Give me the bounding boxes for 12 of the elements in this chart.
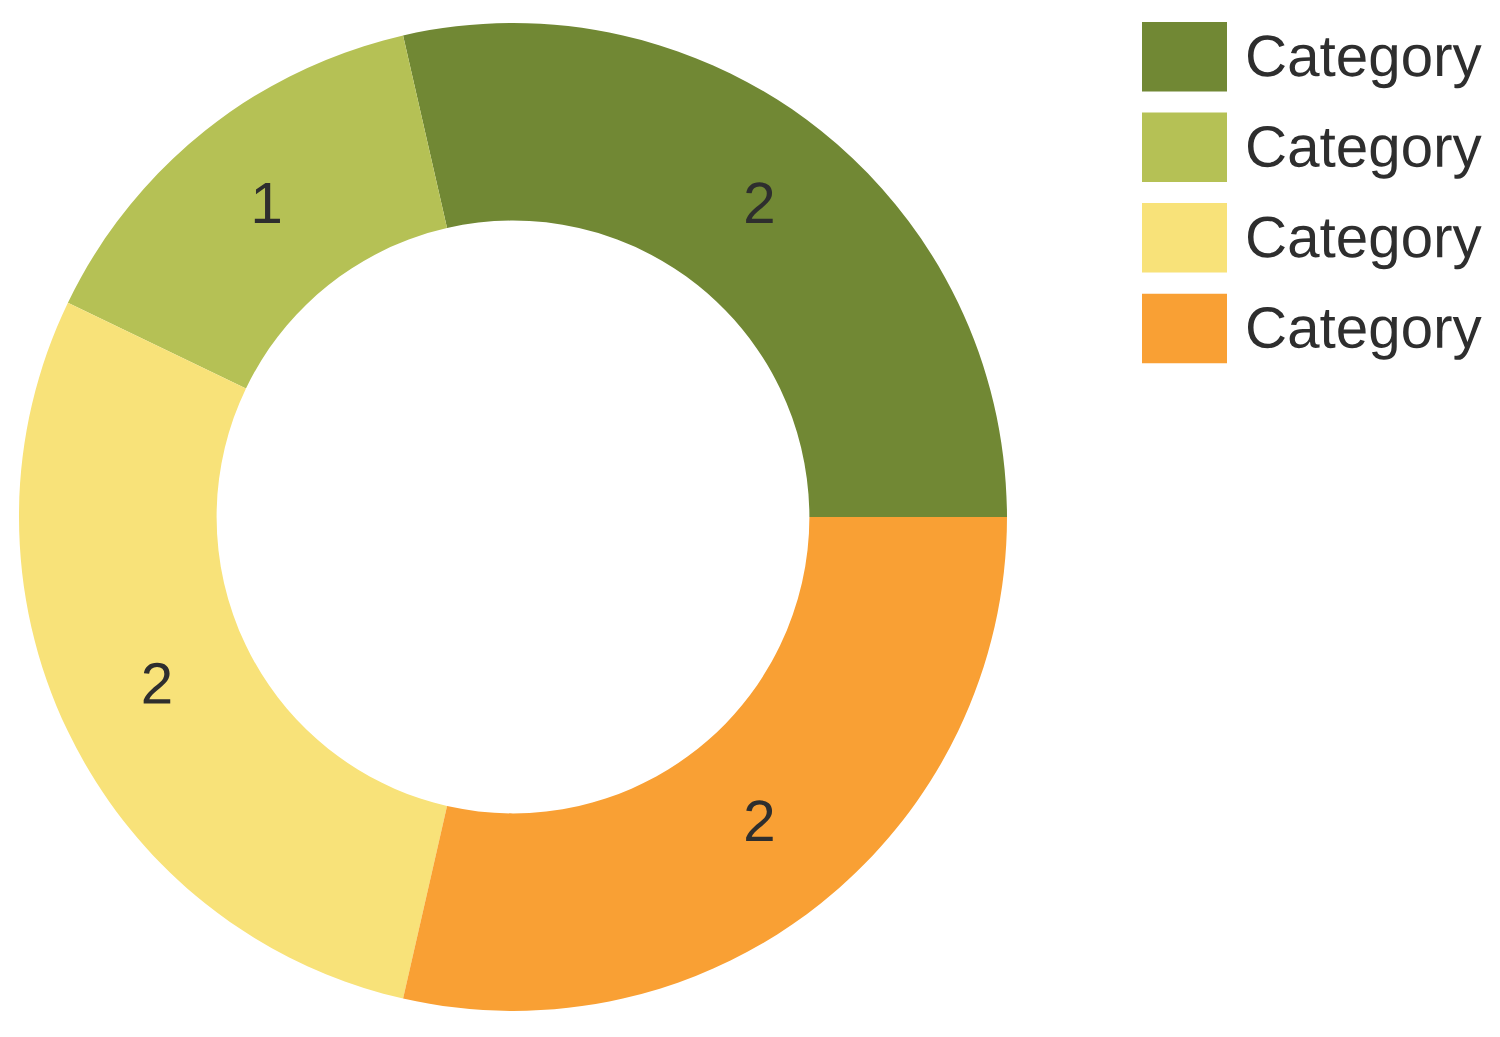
- legend-label: Category: [1247, 35, 1482, 89]
- donut-slice: [403, 23, 1007, 517]
- legend-label: Category: [1247, 306, 1482, 360]
- data-label: 1: [254, 182, 280, 224]
- donut-slice: [403, 517, 1007, 1011]
- data-label: 2: [746, 800, 773, 842]
- donut-slice: [19, 302, 448, 999]
- data-label: 2: [143, 662, 171, 704]
- donut-slice: [67, 35, 448, 389]
- legend-label: Category: [1247, 125, 1482, 179]
- data-label: 2: [746, 182, 773, 224]
- legend-label: Category: [1247, 216, 1482, 270]
